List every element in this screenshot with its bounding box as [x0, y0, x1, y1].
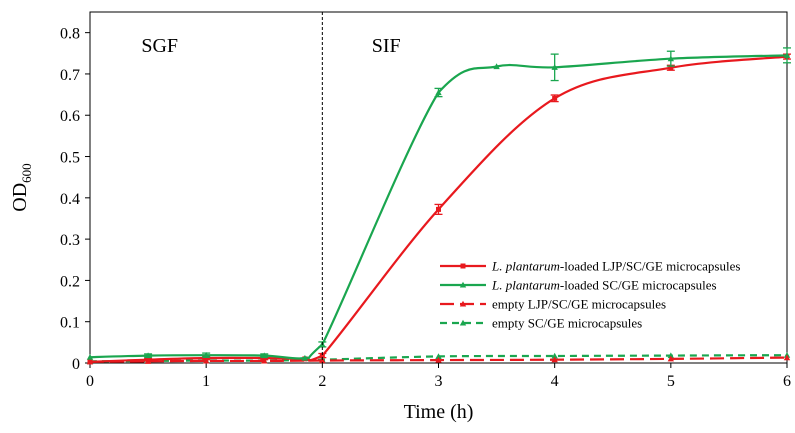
data-point [551, 64, 558, 70]
data-point [87, 359, 93, 365]
data-point [319, 357, 326, 364]
data-point [667, 355, 675, 362]
data-point [783, 52, 791, 58]
data-point [144, 352, 152, 359]
legend-swatch-marker [459, 281, 467, 288]
data-point [301, 354, 309, 361]
y-tick-label: 0.7 [60, 67, 80, 84]
legend-label-rest: empty SC/GE microcapsules [492, 316, 642, 331]
y-tick-label: 0.2 [60, 273, 80, 290]
x-tick-label: 6 [783, 373, 791, 390]
data-point [667, 55, 675, 62]
y-tick-label: 0.8 [60, 26, 80, 43]
legend-entry-1: L. plantarum-loaded LJP/SC/GE microcapsu… [440, 259, 740, 274]
legend-label-rest: -loaded SC/GE microcapsules [560, 278, 717, 293]
legend-label: empty SC/GE microcapsules [492, 316, 642, 331]
x-tick-label: 5 [667, 373, 675, 390]
legend-swatch-marker [459, 319, 467, 326]
x-tick-label: 2 [318, 373, 326, 390]
legend-label: L. plantarum-loaded SC/GE microcapsules [491, 278, 717, 293]
series-line [89, 55, 788, 363]
series-2 [86, 47, 791, 361]
data-point [493, 63, 500, 70]
region-label-sgf: SGF [141, 35, 178, 57]
y-tick-label: 0.4 [60, 191, 80, 208]
legend-swatch-marker [459, 300, 467, 307]
data-point [435, 356, 442, 363]
data-point [436, 206, 441, 212]
data-point [319, 353, 325, 359]
legend-entry-3: empty LJP/SC/GE microcapsules [440, 297, 666, 312]
legend: L. plantarum-loaded LJP/SC/GE microcapsu… [440, 259, 740, 331]
y-axis-title-main: OD [9, 183, 31, 212]
series-group [86, 47, 791, 365]
annotation-group: SGF SIF [141, 12, 401, 363]
x-tick-label: 3 [435, 373, 443, 390]
data-point [86, 354, 94, 360]
y-tick-label: 0.6 [60, 108, 80, 125]
data-point [667, 352, 675, 359]
y-tick-label: 0 [72, 356, 80, 373]
data-point [552, 95, 558, 101]
y-tick-label: 0.5 [60, 150, 80, 167]
data-point [202, 357, 210, 364]
data-point [435, 353, 442, 359]
legend-entry-4: empty SC/GE microcapsules [440, 316, 642, 331]
legend-entry-2: L. plantarum-loaded SC/GE microcapsules [440, 278, 717, 293]
axes-group: 0 1 2 3 4 5 6 0 0.1 0.2 0.3 0.4 0.5 0.6 0.7 0.8 Time (h)… [9, 11, 791, 423]
data-point [261, 357, 268, 364]
legend-label: L. plantarum-loaded LJP/SC/GE microcapsu… [491, 259, 740, 274]
data-point [668, 65, 674, 71]
x-tick-label: 1 [202, 373, 210, 390]
y-tick-label: 0.3 [60, 232, 80, 249]
data-point [551, 352, 558, 359]
legend-label-italic: L. plantarum [491, 278, 560, 293]
legend-label-rest: -loaded LJP/SC/GE microcapsules [560, 259, 741, 274]
y-tick-label: 0.1 [60, 315, 80, 332]
y-axis-title-subscript: 600 [19, 163, 34, 183]
data-point [551, 356, 558, 363]
data-point [435, 89, 442, 96]
x-tick-label: 0 [86, 373, 94, 390]
legend-label-italic: L. plantarum [491, 259, 560, 274]
legend-label-rest: empty LJP/SC/GE microcapsules [492, 297, 666, 312]
x-tick-label: 4 [551, 373, 559, 390]
data-point [783, 354, 791, 361]
legend-label: empty LJP/SC/GE microcapsules [492, 297, 666, 312]
region-label-sif: SIF [372, 35, 401, 57]
plot-frame [89, 11, 788, 364]
x-axis-title: Time (h) [404, 401, 474, 423]
data-point [203, 355, 209, 361]
legend-swatch-marker [460, 263, 466, 269]
data-point [145, 357, 151, 363]
y-axis-title: OD600 [9, 163, 34, 211]
series-1 [87, 53, 791, 365]
data-point [202, 351, 210, 358]
series-line [89, 356, 788, 363]
data-point [261, 352, 268, 359]
